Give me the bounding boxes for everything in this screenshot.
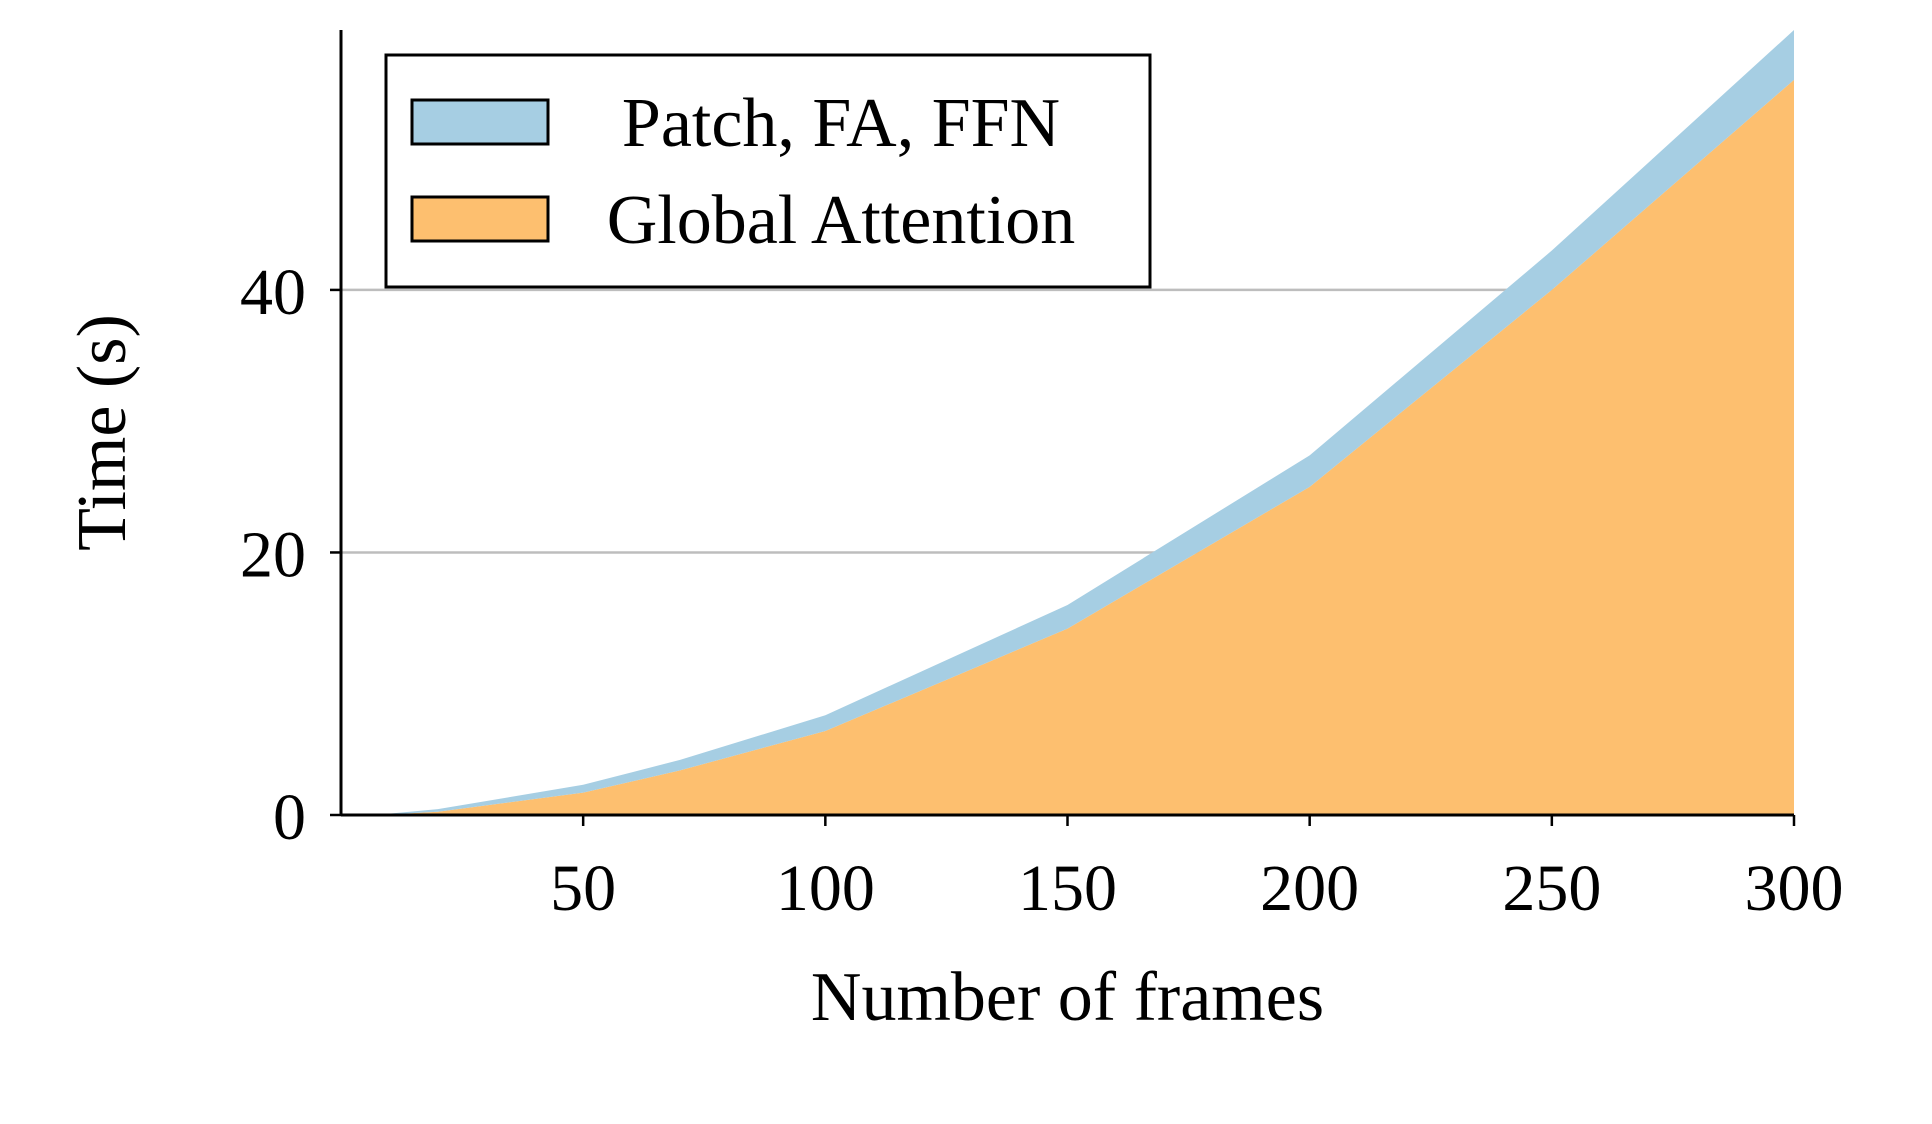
legend-label-patch-fa-ffn: Patch, FA, FFN (622, 85, 1060, 162)
x-axis-title: Number of frames (811, 959, 1324, 1036)
y-tick-label-40: 40 (240, 256, 306, 329)
y-axis-title: Time (s) (64, 314, 141, 551)
x-tick-label-300: 300 (1745, 852, 1844, 925)
area-series-group (389, 30, 1794, 816)
x-tick-label-50: 50 (550, 852, 616, 925)
y-tick-label-0: 0 (273, 781, 306, 854)
y-tick-label-20: 20 (240, 518, 306, 591)
x-tick-label-250: 250 (1502, 852, 1601, 925)
area-global-attention (389, 79, 1794, 816)
tick-labels: 50 100 150 200 250 300 0 20 40 (240, 256, 1844, 925)
legend: Patch, FA, FFN Global Attention (384, 53, 1152, 289)
x-tick-label-150: 150 (1018, 852, 1117, 925)
axes (330, 30, 1796, 826)
legend-swatch-global-attention (410, 195, 550, 243)
legend-box (384, 53, 1152, 289)
legend-label-global-attention: Global Attention (607, 182, 1076, 259)
legend-swatch-patch-fa-ffn (410, 98, 550, 146)
x-tick-label-200: 200 (1260, 852, 1359, 925)
x-tick-label-100: 100 (776, 852, 875, 925)
